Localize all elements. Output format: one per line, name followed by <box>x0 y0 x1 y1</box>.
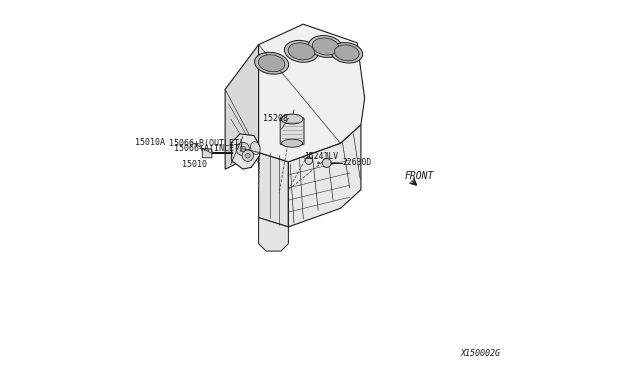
Text: FRONT: FRONT <box>405 171 434 180</box>
Ellipse shape <box>259 55 285 72</box>
Ellipse shape <box>334 45 359 61</box>
Polygon shape <box>259 24 365 162</box>
Ellipse shape <box>312 38 339 55</box>
Polygon shape <box>225 45 259 169</box>
Circle shape <box>236 142 250 156</box>
Ellipse shape <box>255 52 289 74</box>
Text: 15208: 15208 <box>264 114 289 123</box>
Text: 22630D: 22630D <box>342 158 372 167</box>
Ellipse shape <box>331 43 363 63</box>
Ellipse shape <box>308 36 342 57</box>
Circle shape <box>246 153 250 158</box>
Text: 15241LV: 15241LV <box>304 153 338 161</box>
Polygon shape <box>259 218 289 251</box>
Wedge shape <box>322 158 331 167</box>
Circle shape <box>305 157 312 164</box>
Ellipse shape <box>284 41 319 62</box>
Circle shape <box>240 146 246 152</box>
Circle shape <box>242 150 253 161</box>
Ellipse shape <box>288 43 315 60</box>
FancyBboxPatch shape <box>202 149 212 158</box>
Text: 15066+B(OUTLET): 15066+B(OUTLET) <box>169 139 244 148</box>
Text: 15010A: 15010A <box>134 138 164 147</box>
Text: X150002G: X150002G <box>460 349 500 358</box>
Polygon shape <box>289 125 361 227</box>
Polygon shape <box>232 134 260 169</box>
FancyBboxPatch shape <box>280 118 304 145</box>
Ellipse shape <box>281 114 303 124</box>
Text: 15010: 15010 <box>182 160 207 169</box>
Polygon shape <box>259 153 289 227</box>
Wedge shape <box>318 162 320 164</box>
Ellipse shape <box>251 142 260 154</box>
Text: 15066+A(INLET): 15066+A(INLET) <box>173 144 244 153</box>
Ellipse shape <box>282 139 303 147</box>
